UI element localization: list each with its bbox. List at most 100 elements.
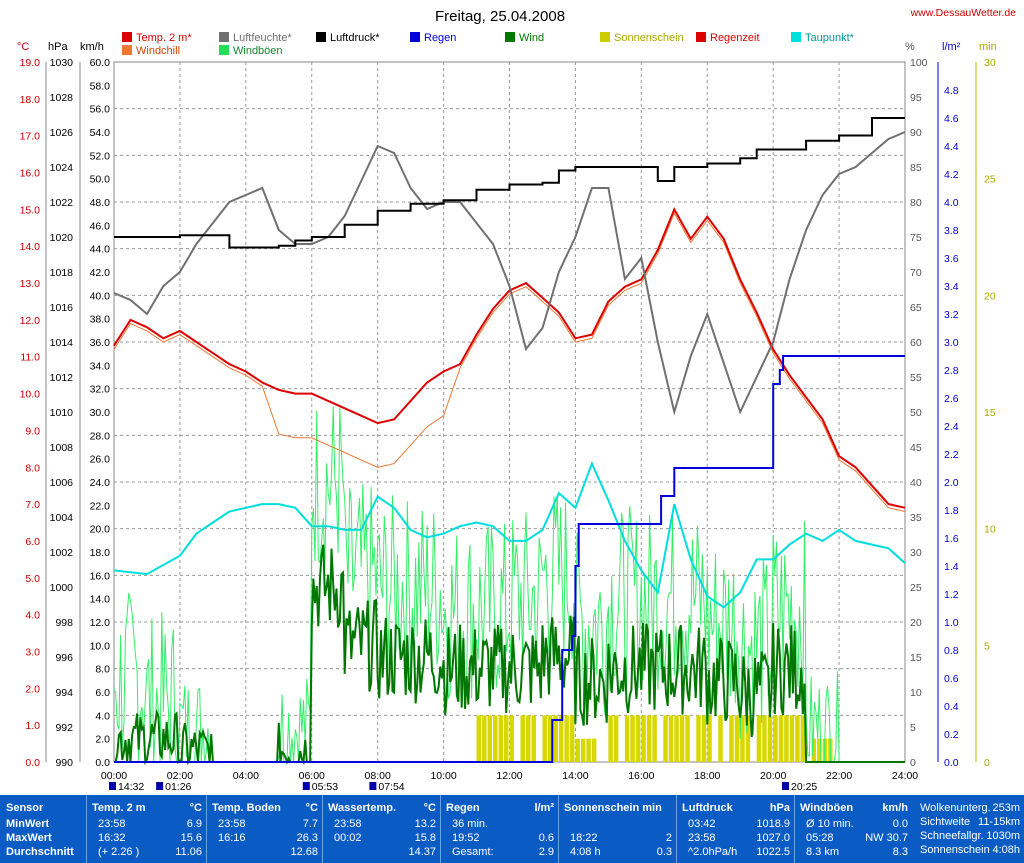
temp-tick-label: 11.0: [20, 352, 40, 364]
wind-tick-label: 14.0: [90, 594, 111, 606]
temp-tick-label: 18.0: [20, 94, 41, 106]
sunshine-bar: [663, 715, 668, 762]
table-cell-value: 6.9: [186, 818, 202, 830]
sunshine-bar: [547, 715, 553, 762]
sunshine-bar: [504, 715, 509, 762]
table-extra-value: 253m: [992, 802, 1020, 814]
legend-swatch: [410, 32, 420, 42]
wind-tick-label: 4.0: [95, 710, 110, 722]
temp-axis-unit: °C: [17, 41, 29, 53]
humidity-tick-label: 75: [910, 232, 922, 244]
pressure-tick-label: 1028: [50, 92, 74, 104]
wind-tick-label: 50.0: [90, 174, 111, 186]
rain-tick-label: 0.0: [944, 757, 959, 769]
table-extra-label: Sichtweite: [920, 816, 971, 828]
humidity-tick-label: 40: [910, 477, 922, 489]
table-unit-windboeen: km/h: [882, 802, 908, 814]
pressure-tick-label: 1016: [50, 302, 74, 314]
wind-tick-label: 54.0: [90, 127, 111, 139]
sunshine-bar: [773, 715, 778, 762]
wind-tick-label: 44.0: [90, 244, 111, 256]
wind-tick-label: 34.0: [90, 360, 111, 372]
humidity-tick-label: 85: [910, 162, 922, 174]
dewpoint-series-line: [113, 460, 906, 609]
table-row-label: Durchschnitt: [6, 846, 74, 858]
event-marker-label: 20:25: [791, 781, 817, 793]
temp-tick-label: 0.0: [25, 757, 40, 769]
table-cell-time: Ø 10 min.: [806, 818, 854, 830]
rain-tick-label: 2.0: [944, 477, 959, 489]
sunshine-bar: [608, 715, 613, 762]
rain-tick-label: 2.6: [944, 393, 959, 405]
rain-tick-label: 4.8: [944, 85, 959, 97]
table-cell-value: 8.3: [892, 846, 908, 858]
sunshine-bar: [740, 715, 745, 762]
pressure-tick-label: 990: [55, 757, 73, 769]
pressure-tick-label: 1022: [50, 197, 74, 209]
pressure-tick-label: 1008: [50, 442, 74, 454]
table-cell-value: 14.37: [408, 846, 436, 858]
sunshine-bar: [707, 715, 712, 762]
rain-axis-unit: l/m²: [942, 41, 961, 53]
rain-tick-label: 0.6: [944, 673, 959, 685]
table-cell-time: 05:28: [806, 832, 834, 844]
event-marker-label: 14:32: [118, 781, 144, 793]
legend-label: Sonnenschein: [614, 32, 684, 44]
table-column-separator: [86, 795, 87, 863]
event-marker-label: 07:54: [378, 781, 404, 793]
legend-swatch: [791, 32, 801, 42]
table-extra-value: 11-15km: [978, 816, 1020, 828]
sunshine-bar: [641, 715, 646, 762]
legend-label: Wind: [519, 32, 544, 44]
rain-tick-label: 3.4: [944, 281, 959, 293]
wind-tick-label: 0.0: [95, 757, 110, 769]
sunshine-bar: [498, 715, 504, 762]
sunshine-bar: [542, 715, 547, 762]
sun-tick-label: 10: [984, 524, 996, 536]
temp-tick-label: 19.0: [20, 57, 41, 69]
pressure-tick-label: 1000: [50, 582, 74, 594]
table-column-separator: [440, 795, 441, 863]
sun-tick-label: 30: [984, 57, 996, 69]
table-header-windboeen: Windböen: [800, 802, 854, 814]
sunshine-bar: [575, 738, 580, 762]
sunshine-bar: [811, 738, 817, 762]
sunshine-bar: [493, 715, 498, 762]
pressure-tick-label: 1018: [50, 267, 74, 279]
rain-tick-label: 3.0: [944, 337, 959, 349]
time-tick-label: 12:00: [496, 770, 522, 782]
wind-tick-label: 10.0: [90, 640, 111, 652]
event-marker-icon: [369, 782, 377, 790]
sunshine-bar: [509, 715, 514, 762]
sunshine-bar: [729, 715, 734, 762]
sunshine-bar: [646, 715, 652, 762]
time-tick-label: 06:00: [299, 770, 325, 782]
temp-tick-label: 4.0: [25, 610, 40, 622]
table-cell-value: 26.3: [296, 832, 318, 844]
chart-title: Freitag, 25.04.2008: [435, 8, 565, 25]
rain-tick-label: 1.6: [944, 533, 959, 545]
table-cell-value: 11.06: [175, 846, 202, 858]
table-row-label: MinWert: [6, 818, 50, 830]
sunshine-bar: [718, 715, 723, 762]
temp-tick-label: 1.0: [25, 720, 40, 732]
humidity-tick-label: 45: [910, 442, 922, 454]
pressure-tick-label: 1012: [50, 372, 74, 384]
time-tick-label: 10:00: [430, 770, 456, 782]
wind-tick-label: 2.0: [95, 734, 110, 746]
rain-tick-label: 4.4: [944, 141, 959, 153]
pressure-tick-label: 994: [55, 687, 73, 699]
wind-tick-label: 28.0: [90, 430, 111, 442]
table-column-separator: [558, 795, 559, 863]
legend-label: Windböen: [233, 45, 283, 57]
time-tick-label: 22:00: [826, 770, 852, 782]
wind-tick-label: 58.0: [90, 80, 111, 92]
sunshine-bar: [586, 738, 591, 762]
wind-tick-label: 12.0: [90, 617, 111, 629]
table-unit-luftdruck: hPa: [769, 802, 790, 814]
legend-swatch: [316, 32, 326, 42]
legend-label: Windchill: [136, 45, 180, 57]
table-header-regen: Regen: [446, 802, 480, 814]
time-tick-label: 16:00: [628, 770, 654, 782]
humidity-tick-label: 55: [910, 372, 922, 384]
